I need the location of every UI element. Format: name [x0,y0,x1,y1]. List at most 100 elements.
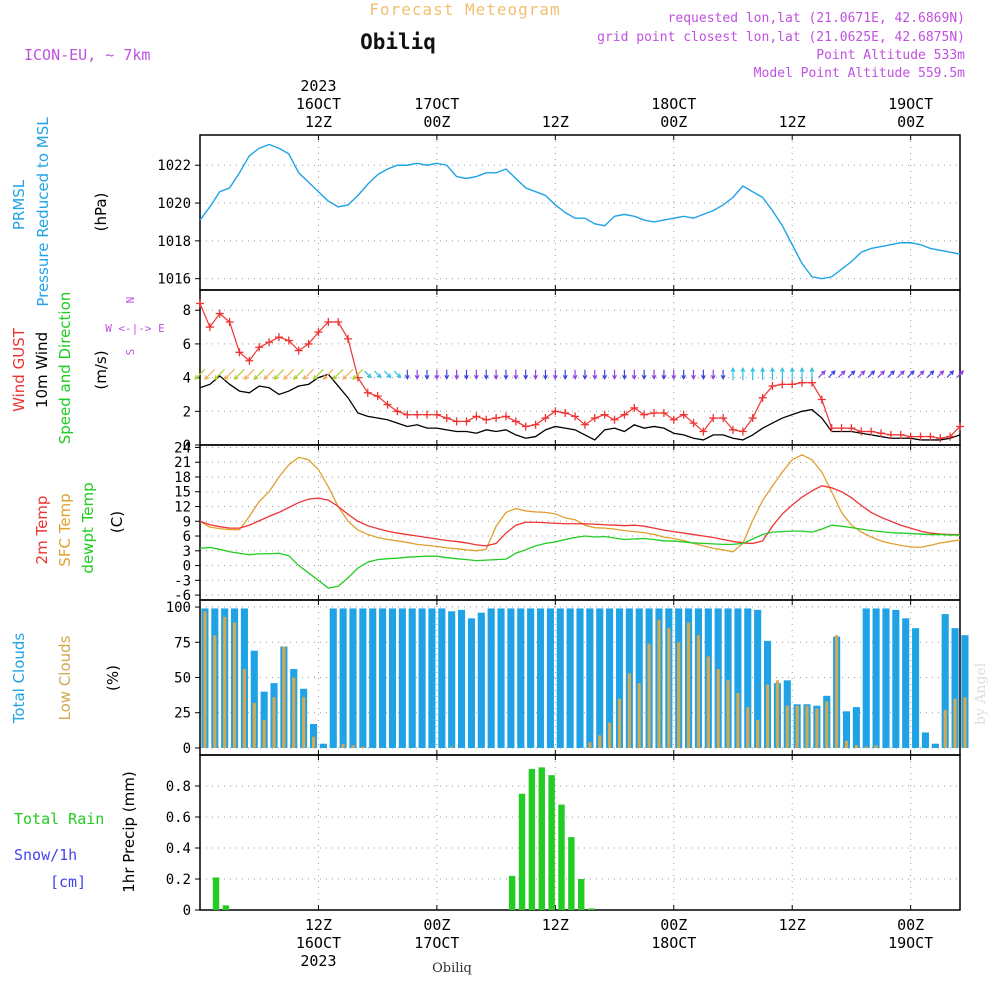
wind-frame [199,289,961,446]
y-tick-label: 0 [183,438,191,454]
y-tick-label: 1022 [157,158,191,174]
wind-direction-arrow [926,370,935,378]
gust-marker [432,410,441,419]
low-cloud-bar [943,709,947,748]
y-tick-label: 2 [183,404,191,420]
wind-ylabel-gust: Wind GUST [10,327,28,412]
gust-marker [531,420,540,429]
top-time-label: 19OCT [888,95,933,113]
wind-direction-arrow [612,369,617,380]
total-cloud-bar [458,609,466,748]
wind-direction-arrow [342,368,354,381]
total-cloud-bar [388,608,397,748]
wind-direction-arrow [243,368,255,381]
gust-marker [205,323,214,332]
total-cloud-bar [497,608,505,748]
low-cloud-bar [677,642,681,748]
low-cloud-bar [627,673,631,748]
gust-marker [679,410,688,419]
y-tick-label: 0 [183,741,191,757]
low-cloud-bar [272,697,276,748]
temp-ylabel-dewpt: dewpt Temp [79,482,97,573]
gust-marker [946,432,955,441]
wind-direction-arrow [464,369,469,380]
total-cloud-bar [931,743,939,748]
wind-direction-arrow [393,370,402,379]
wind-direction-arrow [493,369,499,380]
wind-direction-arrow [434,369,440,380]
low-cloud-bar [223,616,227,748]
low-cloud-bar [657,619,661,748]
wind-direction-arrow [916,370,925,378]
gust-marker [492,414,501,423]
direction-legend-s: S [124,349,137,356]
gust-marker [719,414,728,423]
gust-marker [472,412,481,421]
gust-marker [561,408,570,417]
gust-marker [196,299,204,308]
low-cloud-bar [647,643,651,748]
gust-marker [393,407,402,416]
gust-marker [600,410,609,419]
top-time-label: 00Z [897,113,924,131]
low-cloud-bar [588,742,592,748]
wind-direction-arrow [513,369,519,380]
gust-marker [877,429,886,438]
wind-ylabel-direction: Speed and Direction [56,292,74,445]
wind-direction-arrow [292,368,305,381]
y-tick-label: 6 [183,337,191,353]
wind-direction-arrow [302,368,314,381]
low-cloud-bar [450,746,454,748]
wind-direction-arrow [700,369,706,380]
precip-label-unit: [cm] [50,873,86,891]
total-cloud-bar [487,608,495,748]
gust-marker [294,346,303,355]
wind-direction-arrow [233,368,245,381]
total-cloud-bar [319,743,327,748]
gust-marker [511,417,520,426]
cloud-ylabel-total: Total Clouds [10,633,28,725]
total-cloud-bar [576,608,584,748]
gust-marker [926,432,935,441]
low-cloud-bar [716,669,720,748]
top-time-label: 00Z [423,113,450,131]
gust-marker [304,339,313,348]
gust-marker [650,408,659,417]
sfc-temp-line [199,454,961,553]
wind-direction-arrow [473,369,479,380]
rain-bar [518,793,526,910]
top-time-label: 12Z [779,113,806,131]
total-cloud-bar [379,608,387,748]
total-cloud-bar [862,608,870,748]
y-tick-label: 1018 [157,234,191,250]
y-tick-label: -3 [174,573,191,589]
gust-marker [235,348,244,357]
wind-direction-arrow [887,370,895,378]
wind-direction-arrow [847,370,856,378]
gust-marker [215,309,224,318]
wind-direction-arrow [533,369,539,380]
total-cloud-bar [882,608,890,748]
plot-layer: 101610181020102202468-6-3036912151821240… [10,77,969,970]
total-cloud-bar [912,628,920,748]
gust-marker [580,420,589,429]
wind-direction-arrow [641,369,647,380]
bottom-time-label: 12Z [779,916,806,934]
wind-direction-arrow [253,368,265,381]
gust-marker [274,333,283,342]
total-cloud-bar [596,608,604,748]
model-altitude: Model Point Altitude 559.5m [754,66,965,81]
wind-direction-arrow [213,368,226,381]
low-cloud-bar [598,735,602,748]
wind-direction-arrow [414,369,420,380]
wind-direction-arrow [770,366,775,381]
model-label: ICON-EU, ~ 7km [24,46,150,64]
y-tick-label: 12 [174,500,191,516]
gust-marker [936,434,945,443]
cloud-ylabel-unit: (%) [104,665,122,691]
total-cloud-bar [872,608,880,748]
gust-marker [334,318,343,327]
top-time-label: 16OCT [296,95,341,113]
low-cloud-bar [825,701,829,748]
wind-direction-arrow [312,368,324,381]
